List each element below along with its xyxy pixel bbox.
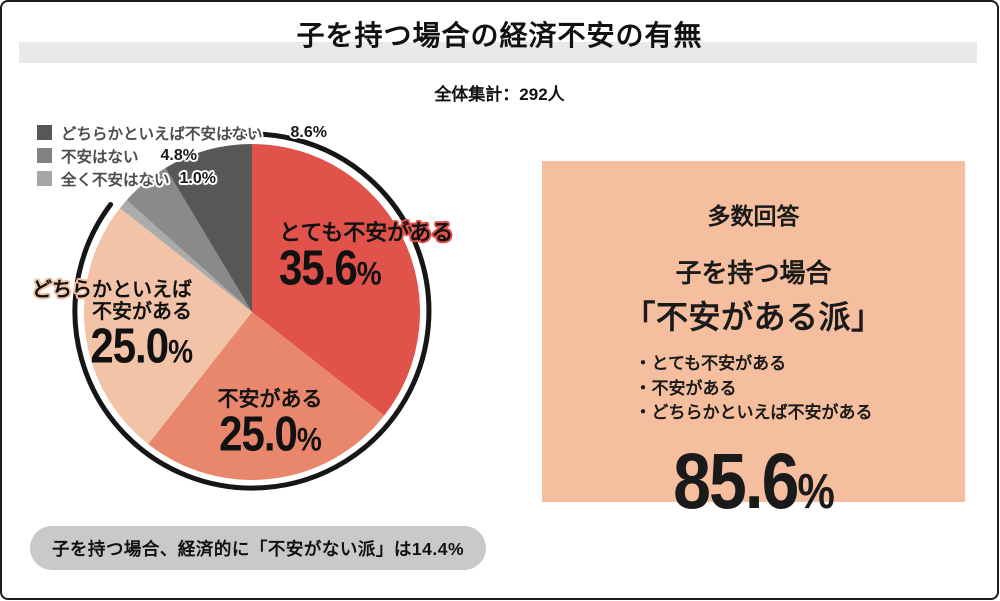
legend-item: 全く不安はない 1.0% (37, 167, 327, 190)
legend-label: 全く不安はない (61, 171, 170, 189)
legend-value: 8.6% (290, 123, 327, 141)
slice-label-text-line2: 不安がある (92, 301, 192, 324)
total-count-subtitle: 全体集計：292人 (434, 85, 565, 104)
page-title: 子を持つ場合の経済不安の有無 (296, 20, 703, 51)
legend-label: どちらかといえば不安はない (61, 125, 263, 143)
pie-slice (252, 144, 421, 416)
panel-bullet-item: ・不安がある (634, 378, 737, 398)
slice-label-text: 不安がある (217, 388, 323, 411)
slice-label-anxious: 不安がある 25.0% (160, 388, 380, 461)
slice-label-value: 25.0% (90, 318, 193, 373)
panel-heading: 多数回答 (707, 203, 800, 229)
legend-swatch-light-gray (37, 171, 52, 186)
legend-item: 不安はない 4.8% (37, 144, 327, 167)
legend-value: 1.0% (179, 169, 216, 187)
pie-slice (165, 144, 252, 312)
pie-legend: どちらかといえば不安はない 8.6% 不安はない 4.8% 全く不安はない 1.… (37, 121, 327, 190)
panel-bullet-item: ・とても不安がある (634, 354, 787, 373)
pie-slice (119, 200, 253, 312)
slice-label-rather-anxious: どちらかといえば 不安がある 25.0% (10, 279, 193, 373)
panel-subheading-line2: 「不安がある派」 (623, 299, 884, 335)
panel-bullet-list: ・とても不安がある ・不安がある ・どちらかといえば不安がある (635, 352, 873, 426)
legend-item: どちらかといえば不安はない 8.6% (37, 121, 327, 144)
title-highlight-band (19, 42, 977, 63)
slice-label-value: 25.0% (219, 406, 322, 461)
panel-bullet-item: ・どちらかといえば不安がある (634, 403, 873, 423)
slice-label-very-anxious: とても不安がある 35.6% (279, 220, 454, 295)
pie-slice (148, 312, 385, 481)
legend-swatch-mid-gray (37, 148, 52, 163)
slice-label-text-line1: どちらかといえば (32, 279, 192, 301)
footnote-text: 子を持つ場合、経済的に「不安がない派」は14.4% (51, 538, 465, 559)
pie-slices-group (83, 144, 421, 481)
legend-value: 4.8% (160, 146, 197, 164)
panel-big-percentage: 85.6% (673, 437, 835, 526)
legend-label: 不安はない (61, 148, 139, 166)
majority-answer-panel: 多数回答 子を持つ場合 「不安がある派」 ・とても不安がある ・不安がある ・ど… (542, 161, 965, 525)
hand-drawn-ring (72, 131, 432, 491)
slice-label-value: 35.6% (279, 240, 382, 295)
pie-slice (126, 167, 252, 312)
panel-subheading-line1: 子を持つ場合 (675, 258, 832, 288)
legend-swatch-dark-gray (37, 125, 52, 140)
footnote-pill: 子を持つ場合、経済的に「不安がない派」は14.4% (30, 526, 486, 570)
pie-slice (83, 208, 252, 445)
slice-label-text: とても不安がある (279, 220, 454, 245)
